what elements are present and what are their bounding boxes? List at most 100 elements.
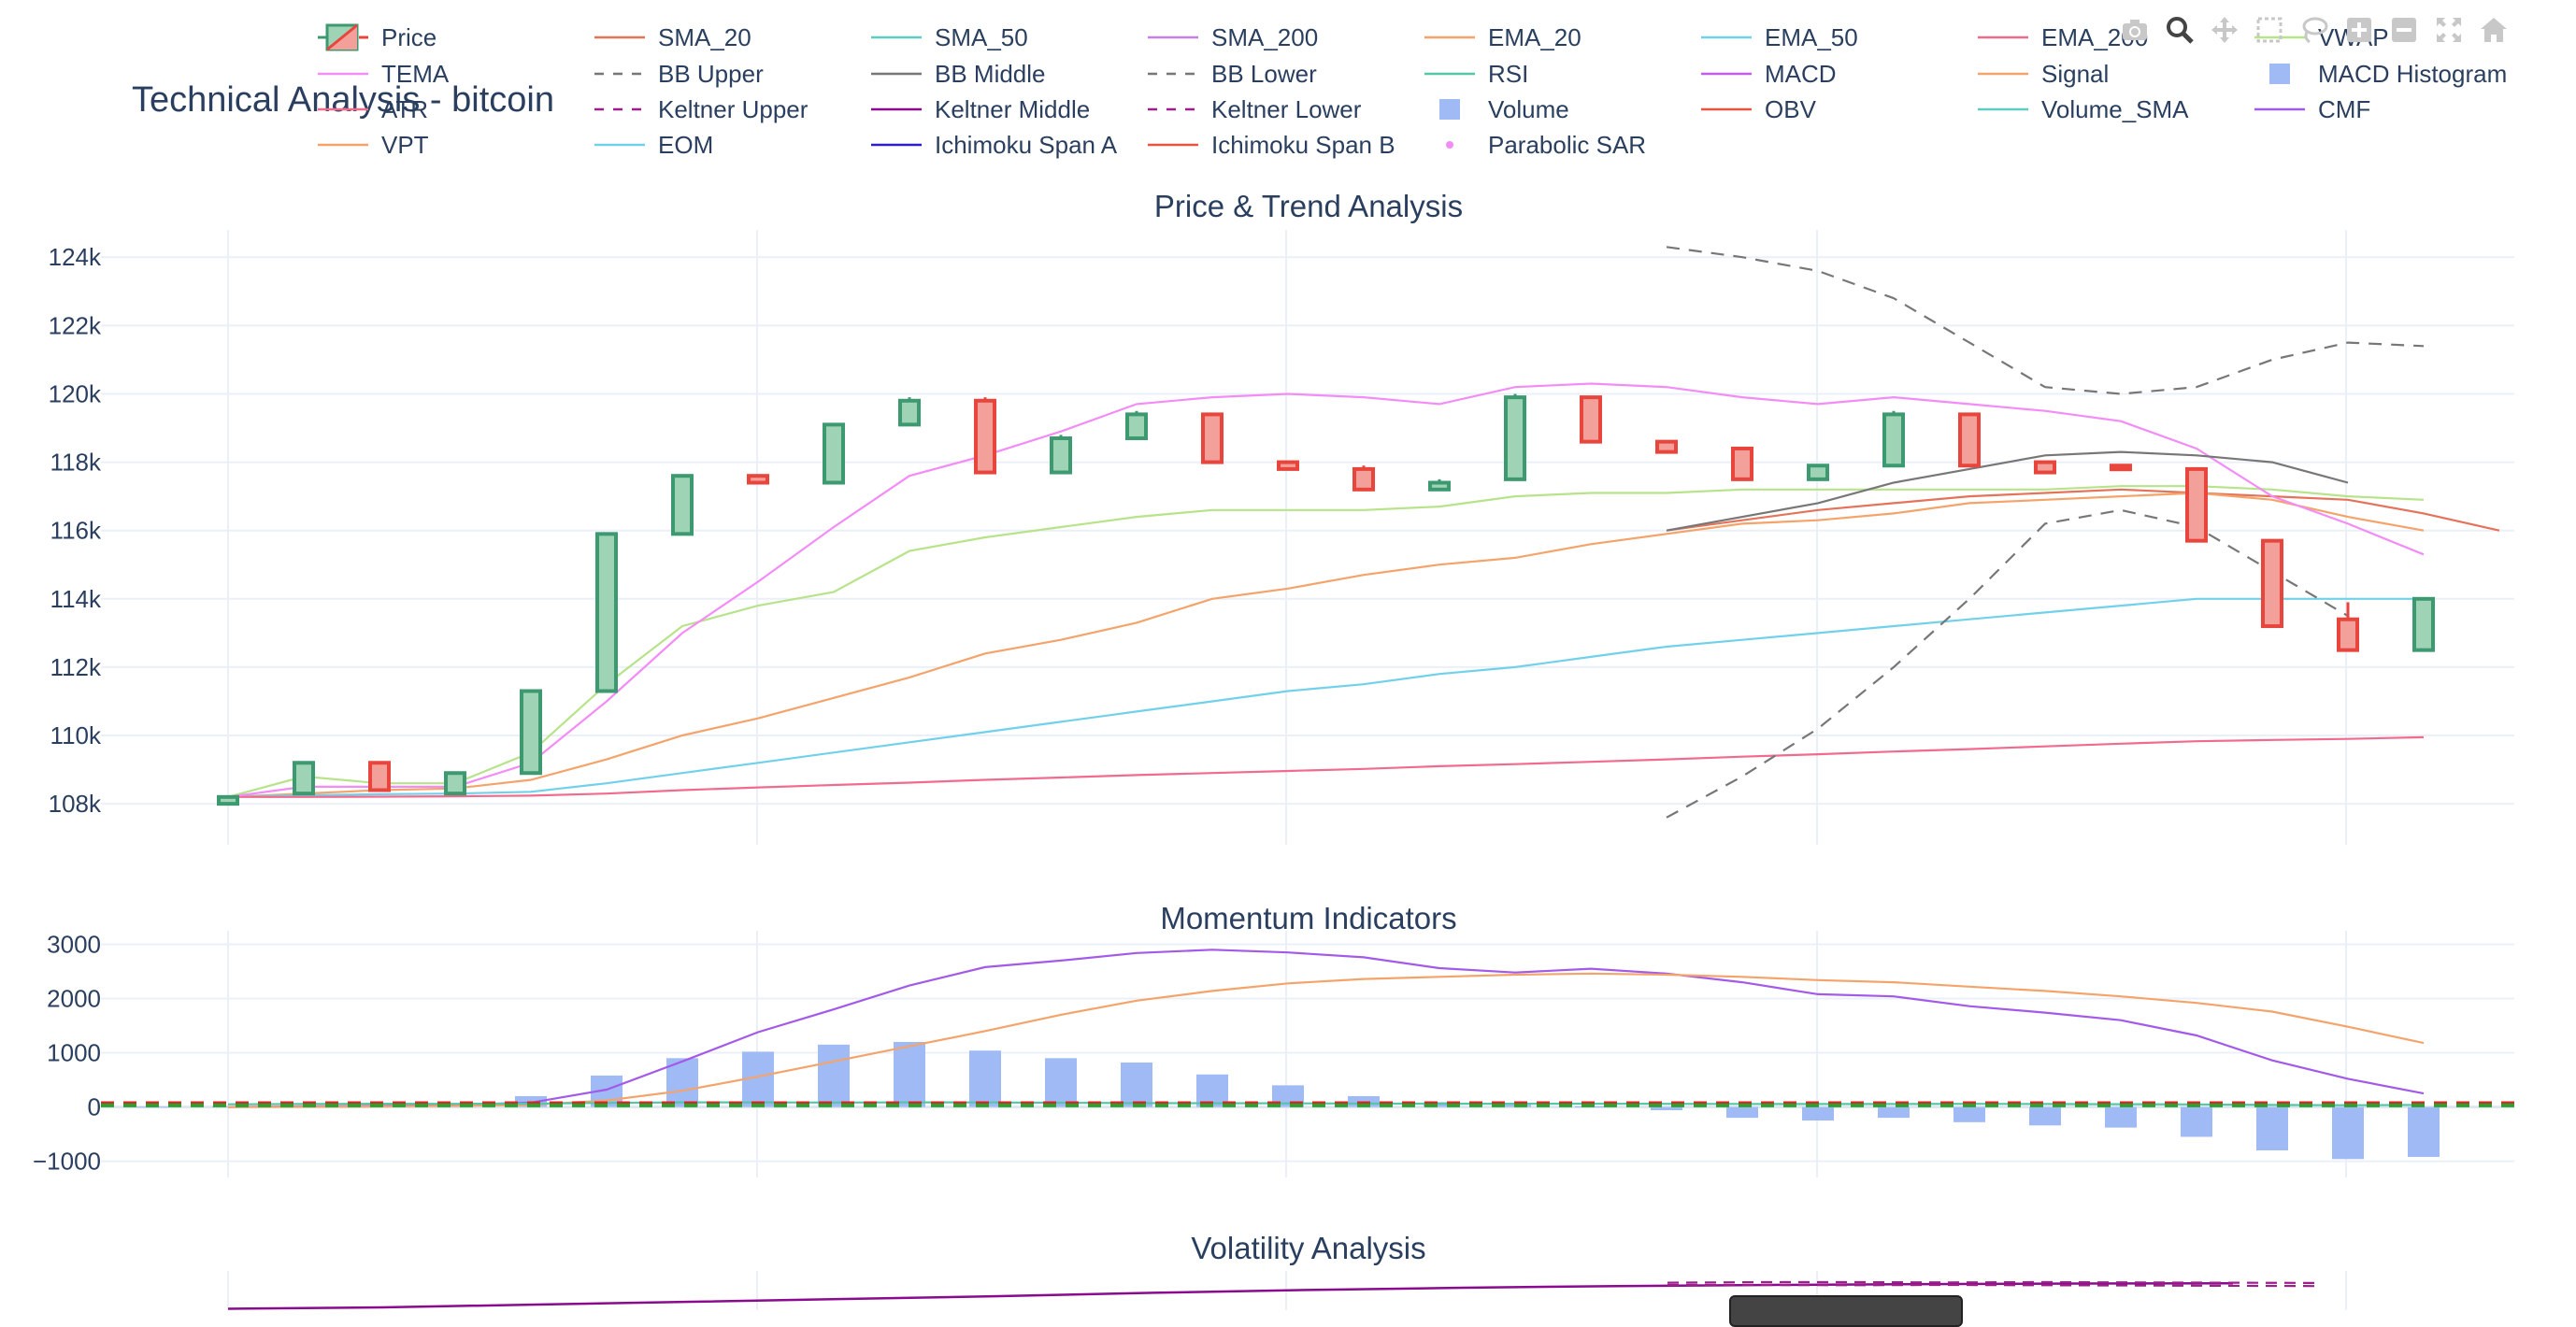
candlestick[interactable] bbox=[2110, 464, 2132, 472]
legend-item-keltner-upper[interactable]: Keltner Upper bbox=[591, 92, 808, 127]
series-line-bb-middle[interactable] bbox=[1666, 450, 2349, 532]
candlestick[interactable] bbox=[1504, 393, 1526, 481]
series-line-ema-20[interactable] bbox=[227, 492, 2425, 798]
y-tick-label-momentum: 3000 bbox=[47, 931, 101, 959]
histogram-bar[interactable] bbox=[1651, 1106, 1682, 1111]
candlestick[interactable] bbox=[2412, 596, 2435, 652]
candlestick[interactable] bbox=[595, 532, 618, 693]
histogram-bar[interactable] bbox=[1121, 1062, 1152, 1107]
legend-item-signal[interactable]: Signal bbox=[1974, 56, 2109, 92]
zoom-in-button[interactable] bbox=[2337, 11, 2382, 49]
legend-item-ema-50[interactable]: EMA_50 bbox=[1697, 20, 1858, 55]
candlestick[interactable] bbox=[217, 794, 239, 806]
legend-item-bb-upper[interactable]: BB Upper bbox=[591, 56, 764, 92]
candlestick[interactable] bbox=[1428, 478, 1451, 492]
candlestick[interactable] bbox=[2185, 466, 2208, 543]
candlestick[interactable] bbox=[2034, 460, 2056, 475]
legend-item-price[interactable]: Price bbox=[314, 20, 436, 55]
histogram-bar[interactable] bbox=[1802, 1106, 1834, 1121]
legend-item-bb-middle[interactable]: BB Middle bbox=[867, 56, 1046, 92]
candlestick[interactable] bbox=[1731, 446, 1753, 481]
histogram-bar[interactable] bbox=[2181, 1106, 2212, 1137]
histogram-bar[interactable] bbox=[894, 1041, 925, 1107]
series-line-sma-20[interactable] bbox=[1666, 488, 2500, 532]
legend-item-macd[interactable]: MACD bbox=[1697, 56, 1837, 92]
legend-item-ema-20[interactable]: EMA_20 bbox=[1421, 20, 1581, 55]
candlestick[interactable] bbox=[1958, 412, 1981, 468]
candlestick[interactable] bbox=[898, 397, 921, 427]
series-line-ema-200[interactable] bbox=[228, 735, 2425, 798]
candlestick[interactable] bbox=[747, 474, 769, 485]
legend-item-ichimoku-span-a[interactable]: Ichimoku Span A bbox=[867, 127, 1117, 163]
series-line-keltner-lower[interactable] bbox=[1667, 1283, 2323, 1288]
lasso-button[interactable] bbox=[2292, 11, 2337, 49]
autoscale-button[interactable] bbox=[2426, 11, 2471, 49]
histogram-bar[interactable] bbox=[2029, 1106, 2061, 1126]
candlestick[interactable] bbox=[520, 689, 542, 776]
histogram-bar[interactable] bbox=[1045, 1058, 1077, 1107]
series-line-ema-50[interactable] bbox=[227, 597, 2424, 798]
series-line-tema[interactable] bbox=[227, 382, 2425, 798]
legend-item-parabolic-sar[interactable]: Parabolic SAR bbox=[1421, 127, 1646, 163]
legend-swatch bbox=[1148, 36, 1198, 39]
candlestick[interactable] bbox=[823, 422, 845, 485]
series-line-macd[interactable] bbox=[227, 949, 2425, 1108]
legend-item-volume-sma[interactable]: Volume_SMA bbox=[1974, 92, 2189, 127]
legend-item-sma-20[interactable]: SMA_20 bbox=[591, 20, 751, 55]
legend-item-eom[interactable]: EOM bbox=[591, 127, 713, 163]
histogram-bar[interactable] bbox=[818, 1044, 850, 1107]
candlestick[interactable] bbox=[368, 761, 391, 792]
legend-item-ichimoku-span-b[interactable]: Ichimoku Span B bbox=[1144, 127, 1395, 163]
series-line-vwap[interactable] bbox=[227, 485, 2425, 798]
candlestick[interactable] bbox=[1125, 410, 1148, 440]
candlestick[interactable] bbox=[444, 771, 466, 796]
pan-button[interactable] bbox=[2202, 11, 2247, 49]
box-select-button[interactable] bbox=[2247, 11, 2292, 49]
histogram-bar[interactable] bbox=[2105, 1106, 2137, 1128]
candlestick[interactable] bbox=[1807, 464, 1829, 481]
series-line-bb-upper[interactable] bbox=[1666, 246, 2425, 395]
legend-item-atr[interactable]: ATR bbox=[314, 92, 428, 127]
candlestick[interactable] bbox=[974, 397, 996, 475]
legend-item-rsi[interactable]: RSI bbox=[1421, 56, 1528, 92]
candlestick[interactable] bbox=[1580, 395, 1602, 444]
camera-button[interactable] bbox=[2112, 11, 2157, 49]
histogram-bar[interactable] bbox=[1878, 1106, 1910, 1119]
legend-item-bb-lower[interactable]: BB Lower bbox=[1144, 56, 1317, 92]
legend-item-tema[interactable]: TEMA bbox=[314, 56, 449, 92]
candlestick[interactable] bbox=[1352, 465, 1375, 492]
zoom-button[interactable] bbox=[2157, 11, 2202, 49]
candlestick[interactable] bbox=[1201, 412, 1224, 464]
legend-item-macd-histogram[interactable]: MACD Histogram bbox=[2251, 56, 2507, 92]
candlestick[interactable] bbox=[293, 761, 315, 796]
candlestick[interactable] bbox=[2337, 602, 2359, 652]
legend-item-cmf[interactable]: CMF bbox=[2251, 92, 2370, 127]
reset-axes-button[interactable] bbox=[2471, 11, 2516, 49]
candlestick[interactable] bbox=[1655, 439, 1678, 454]
modebar bbox=[2112, 11, 2516, 49]
histogram-bar[interactable] bbox=[2256, 1106, 2288, 1150]
series-line-keltner-upper[interactable] bbox=[1667, 1280, 2323, 1284]
series-line-signal[interactable] bbox=[227, 972, 2425, 1108]
candlestick[interactable] bbox=[1882, 410, 1905, 468]
legend-item-keltner-lower[interactable]: Keltner Lower bbox=[1144, 92, 1361, 127]
plot-area[interactable] bbox=[101, 246, 2514, 1310]
candlestick[interactable] bbox=[1050, 435, 1072, 475]
legend-item-sma-200[interactable]: SMA_200 bbox=[1144, 20, 1318, 55]
histogram-bar[interactable] bbox=[1953, 1106, 1985, 1122]
histogram-bar[interactable] bbox=[1726, 1106, 1758, 1119]
legend-item-keltner-middle[interactable]: Keltner Middle bbox=[867, 92, 1090, 127]
legend-item-sma-50[interactable]: SMA_50 bbox=[867, 20, 1028, 55]
legend-item-vpt[interactable]: VPT bbox=[314, 127, 429, 163]
histogram-bar[interactable] bbox=[2408, 1106, 2440, 1157]
series-line-bb-lower[interactable] bbox=[1666, 508, 2349, 819]
candlestick[interactable] bbox=[1277, 460, 1299, 471]
histogram-bar[interactable] bbox=[969, 1050, 1001, 1107]
legend-item-volume[interactable]: Volume bbox=[1421, 92, 1569, 127]
histogram-bar[interactable] bbox=[2332, 1106, 2364, 1160]
zoom-out-button[interactable] bbox=[2382, 11, 2426, 49]
candlestick[interactable] bbox=[671, 474, 694, 536]
candlestick[interactable] bbox=[2261, 538, 2283, 629]
legend-item-obv[interactable]: OBV bbox=[1697, 92, 1816, 127]
